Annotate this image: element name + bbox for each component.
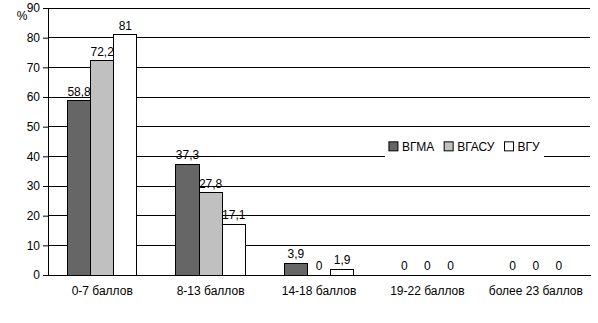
- data-label: 0: [424, 259, 431, 273]
- y-tick-mark: [43, 156, 48, 157]
- x-tick-label: 0-7 баллов: [72, 284, 133, 298]
- legend-item: ВГМА: [389, 140, 434, 154]
- bar: [222, 224, 245, 275]
- y-tick-mark: [43, 245, 48, 246]
- legend-label: ВГУ: [517, 140, 540, 154]
- y-axis-line: [43, 9, 49, 276]
- bar: [547, 275, 570, 276]
- y-tick-mark: [43, 97, 48, 98]
- x-axis: 0-7 баллов 8-13 баллов 14-18 баллов 19-22 б…: [49, 275, 591, 298]
- legend: ВГМА ВГАСУ ВГУ: [385, 136, 544, 158]
- bar: [439, 275, 462, 276]
- y-tick: 0: [33, 268, 48, 282]
- bar: [524, 275, 547, 276]
- x-tick-label: 14-18 баллов: [282, 284, 356, 298]
- x-tick: 14-18 баллов: [282, 275, 356, 298]
- x-tick: 0-7 баллов: [72, 275, 133, 298]
- data-label: 0: [532, 259, 539, 273]
- data-label: 0: [401, 259, 408, 273]
- y-tick-label: 0: [33, 268, 40, 282]
- bar: [393, 275, 416, 276]
- y-tick-mark: [43, 8, 48, 9]
- y-tick-label: 30: [27, 179, 41, 193]
- bar: [68, 101, 91, 275]
- y-tick-label: 20: [27, 209, 41, 223]
- y-tick-label: 90: [27, 1, 41, 15]
- bar: [176, 164, 199, 275]
- y-tick: 10: [27, 239, 48, 253]
- y-tick-mark: [43, 67, 48, 68]
- bar: [331, 269, 354, 275]
- legend-label: ВГАСУ: [457, 140, 495, 154]
- x-axis-line: [49, 275, 591, 276]
- legend-label: ВГМА: [402, 140, 434, 154]
- grid: [48, 8, 590, 275]
- bar: [416, 275, 439, 276]
- bar: [114, 35, 137, 275]
- x-tick-label: 19-22 баллов: [390, 284, 464, 298]
- y-tick-mark: [43, 38, 48, 39]
- data-labels: 58,8 37,3 3,9 0 0 72,2 27,8 0 0 0 81 17,1 1,9 0 0: [67, 19, 562, 273]
- y-tick-mark: [43, 186, 48, 187]
- chart: 0 10 20 30 40 50 60 70 80 90 0-7 баллов 8-13 баллов…: [0, 0, 598, 323]
- bar: [91, 61, 114, 275]
- y-tick: 30: [27, 179, 48, 193]
- data-label: 37,3: [176, 148, 200, 162]
- legend-swatch: [444, 142, 453, 151]
- y-tick-label: 70: [27, 61, 41, 75]
- bars: [68, 35, 354, 275]
- y-tick: 70: [27, 61, 48, 75]
- plot: 0 10 20 30 40 50 60 70 80 90 0-7 баллов 8-13 баллов…: [17, 1, 591, 297]
- y-tick-label: 80: [27, 31, 41, 45]
- x-tick: 19-22 баллов: [390, 275, 464, 298]
- y-tick: 40: [27, 150, 48, 164]
- y-tick-label: 50: [27, 120, 41, 134]
- y-axis: 0 10 20 30 40 50 60 70 80 90: [27, 1, 49, 282]
- bar: [501, 275, 524, 276]
- y-tick: 60: [27, 90, 48, 104]
- x-tick: более 23 баллов: [489, 275, 583, 298]
- y-tick-mark: [43, 275, 48, 276]
- bar: [199, 193, 222, 275]
- y-tick: 80: [27, 31, 48, 45]
- data-label: 0: [509, 259, 516, 273]
- data-label: 58,8: [67, 85, 91, 99]
- data-label: 3,9: [288, 247, 305, 261]
- y-tick: 20: [27, 209, 48, 223]
- y-tick-label: 60: [27, 90, 41, 104]
- y-tick-label: 40: [27, 150, 41, 164]
- data-label: 1,9: [334, 253, 351, 267]
- data-label: 0: [556, 259, 563, 273]
- data-label: 72,2: [91, 45, 115, 59]
- legend-item: ВГАСУ: [444, 140, 495, 154]
- y-tick-label: 10: [27, 239, 41, 253]
- legend-item: ВГУ: [504, 140, 540, 154]
- data-label: 17,1: [222, 208, 246, 222]
- x-tick: 8-13 баллов: [177, 275, 245, 298]
- x-tick-label: 8-13 баллов: [177, 284, 245, 298]
- bar: [284, 263, 307, 275]
- data-label: 0: [447, 259, 454, 273]
- y-tick: 90: [27, 1, 48, 15]
- y-axis-title: %: [17, 9, 28, 23]
- data-label: 81: [119, 19, 133, 33]
- x-tick-label: более 23 баллов: [489, 284, 583, 298]
- y-tick-mark: [43, 127, 48, 128]
- y-tick: 50: [27, 120, 48, 134]
- legend-swatch: [389, 142, 398, 151]
- legend-swatch: [504, 142, 513, 151]
- legend-box: [385, 136, 544, 158]
- bar: [307, 275, 330, 276]
- grid-line: [48, 8, 590, 9]
- data-label: 27,8: [199, 177, 223, 191]
- y-tick-mark: [43, 216, 48, 217]
- data-label: 0: [316, 259, 323, 273]
